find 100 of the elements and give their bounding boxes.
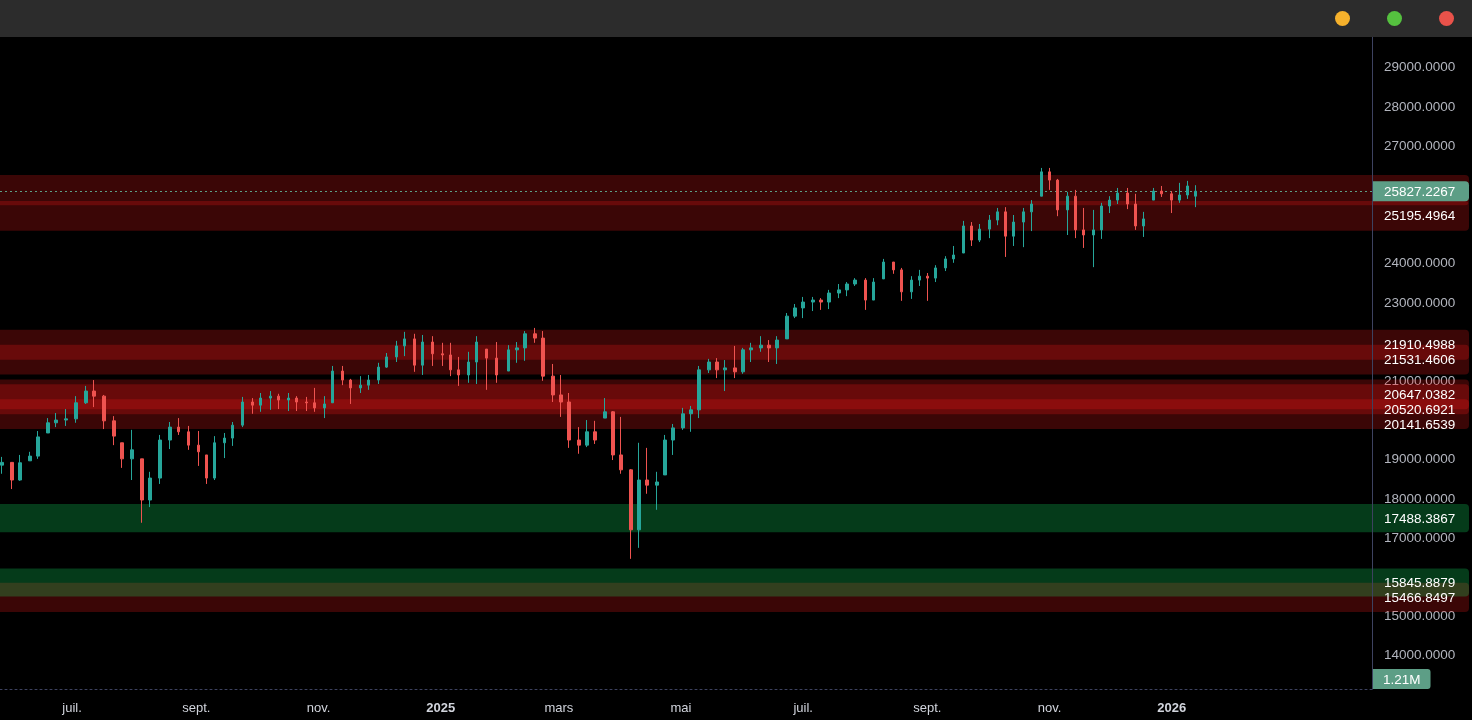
candlestick bbox=[331, 365, 334, 404]
candlestick bbox=[551, 363, 555, 403]
candlestick bbox=[323, 395, 326, 419]
candlestick bbox=[715, 357, 719, 379]
band-label: 25195.4964 bbox=[1384, 208, 1456, 224]
candlestick bbox=[385, 352, 388, 369]
y-tick-label: 14000.0000 bbox=[1384, 647, 1456, 663]
x-tick-label: nov. bbox=[306, 700, 331, 715]
candlestick bbox=[1152, 187, 1155, 201]
candlestick bbox=[305, 396, 308, 412]
candlestick bbox=[723, 359, 727, 392]
x-tick-label: 2025 bbox=[426, 700, 456, 715]
candlestick bbox=[0, 456, 4, 475]
candlestick bbox=[962, 220, 965, 254]
candlestick bbox=[944, 255, 947, 272]
candlestick bbox=[84, 385, 88, 405]
candlestick bbox=[593, 420, 597, 445]
candlestick bbox=[1194, 184, 1197, 208]
candlestick bbox=[611, 410, 615, 461]
x-tick-label: juil. bbox=[792, 700, 813, 715]
candlestick bbox=[287, 392, 290, 412]
candlestick bbox=[864, 277, 867, 311]
candlestick bbox=[533, 327, 537, 344]
ref-line-label: 25827.2267 bbox=[1384, 183, 1456, 199]
candlestick bbox=[377, 362, 380, 385]
candlestick bbox=[1142, 211, 1145, 238]
candlestick bbox=[313, 387, 316, 413]
candlestick bbox=[1022, 207, 1025, 248]
candlestick bbox=[952, 245, 955, 264]
candlestick bbox=[259, 392, 262, 413]
candlestick bbox=[54, 412, 58, 428]
candlestick bbox=[28, 451, 32, 462]
candlestick bbox=[853, 277, 857, 287]
candlestick bbox=[1100, 202, 1103, 240]
candlestick bbox=[872, 277, 875, 301]
candlestick bbox=[1170, 190, 1173, 214]
candlestick bbox=[177, 417, 180, 436]
candlestick bbox=[231, 421, 234, 447]
candlestick bbox=[515, 341, 519, 364]
candlestick bbox=[269, 390, 272, 411]
candlestick bbox=[645, 447, 649, 495]
band-label: 20520.6921 bbox=[1384, 401, 1456, 417]
candlestick bbox=[341, 365, 344, 386]
candlestick bbox=[767, 339, 771, 363]
candlestick bbox=[988, 214, 991, 239]
y-tick-label: 27000.0000 bbox=[1384, 137, 1456, 153]
candlestick bbox=[1066, 191, 1069, 236]
candlestick bbox=[187, 425, 190, 451]
band-label: 21910.4988 bbox=[1384, 337, 1456, 353]
candlestick bbox=[277, 393, 280, 410]
candlestick bbox=[996, 207, 999, 226]
candlestick bbox=[785, 312, 789, 340]
y-tick-label: 29000.0000 bbox=[1384, 59, 1456, 75]
candlestick bbox=[733, 345, 737, 379]
candlestick bbox=[793, 303, 797, 319]
candlestick bbox=[567, 392, 571, 449]
candlestick bbox=[837, 283, 841, 299]
band-label: 15466.8497 bbox=[1384, 590, 1456, 606]
candlestick bbox=[759, 335, 763, 353]
candlestick bbox=[1092, 209, 1095, 268]
candlestick bbox=[1160, 185, 1163, 198]
candlestick bbox=[467, 351, 470, 384]
candlestick bbox=[102, 394, 106, 430]
candlestick bbox=[541, 330, 545, 382]
y-tick-label: 23000.0000 bbox=[1384, 294, 1456, 310]
candlestick bbox=[1012, 214, 1015, 247]
candlestick bbox=[403, 331, 406, 357]
candlestick bbox=[1056, 178, 1059, 217]
candlestick bbox=[168, 421, 172, 450]
candlestick bbox=[629, 468, 633, 560]
band-label: 20647.0382 bbox=[1384, 386, 1456, 402]
candlestick bbox=[1048, 167, 1051, 191]
band-label: 21531.4606 bbox=[1384, 352, 1456, 368]
candlestick bbox=[1186, 180, 1189, 200]
candlestick bbox=[475, 335, 478, 385]
candlestick bbox=[213, 435, 216, 481]
candlestick bbox=[158, 434, 162, 485]
candlestick bbox=[413, 333, 416, 373]
candlestick bbox=[457, 356, 460, 387]
candlestick bbox=[367, 374, 370, 391]
candlestick bbox=[689, 405, 693, 433]
candlestick bbox=[1040, 167, 1043, 197]
candlestick bbox=[46, 417, 50, 434]
candlestick bbox=[449, 342, 452, 377]
x-tick-label: mai bbox=[670, 700, 692, 715]
x-tick-label: nov. bbox=[1037, 700, 1062, 715]
y-tick-label: 19000.0000 bbox=[1384, 451, 1456, 467]
candlestick bbox=[120, 442, 124, 469]
candlestick bbox=[749, 342, 753, 363]
candlestick bbox=[1004, 206, 1007, 258]
candlestick bbox=[671, 423, 675, 456]
x-tick-label: sept. bbox=[913, 700, 942, 715]
candlestick bbox=[92, 379, 96, 408]
band-label: 15845.8879 bbox=[1384, 575, 1456, 591]
candlestick bbox=[1116, 187, 1119, 205]
y-tick-label: 24000.0000 bbox=[1384, 255, 1456, 271]
candlestick bbox=[697, 365, 701, 419]
candlestick bbox=[18, 454, 22, 482]
y-tick-label: 15000.0000 bbox=[1384, 608, 1456, 624]
candlestick bbox=[681, 407, 685, 431]
